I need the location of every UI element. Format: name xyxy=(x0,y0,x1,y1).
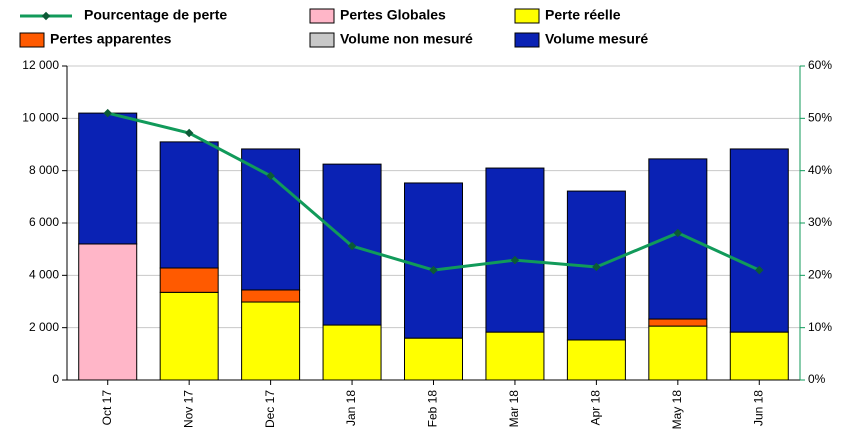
legend-swatch xyxy=(309,32,335,48)
legend-label: Pertes apparentes xyxy=(50,31,172,47)
legend-swatch xyxy=(309,8,335,24)
legend-marker xyxy=(41,11,51,21)
legend-label: Pertes Globales xyxy=(340,7,446,23)
x-tick-label: Dec 17 xyxy=(263,390,277,428)
legend-label: Volume mesuré xyxy=(545,31,648,47)
bar-segment xyxy=(648,158,708,320)
line-marker xyxy=(103,108,112,118)
y-tick-label: 12 000 xyxy=(22,58,59,72)
y2-tick-label: 60% xyxy=(808,58,832,72)
x-tick-label: Mar 18 xyxy=(507,390,521,428)
bar-segment xyxy=(485,331,545,381)
bar-segment xyxy=(648,318,708,327)
y2-tick-label: 50% xyxy=(808,111,832,125)
bar-segment xyxy=(566,339,626,381)
x-tick-label: Apr 18 xyxy=(589,390,603,426)
line-marker xyxy=(184,128,194,138)
y-tick-label: 2 000 xyxy=(29,320,59,334)
x-tick-label: Jan 18 xyxy=(344,390,358,426)
bar-segment xyxy=(78,243,138,381)
bar-segment xyxy=(404,182,463,339)
x-tick-label: May 18 xyxy=(670,390,684,430)
bar-segment xyxy=(404,337,463,381)
y2-tick-label: 20% xyxy=(808,268,832,282)
bar-segment xyxy=(159,141,219,269)
bar-segment xyxy=(648,325,708,381)
y-tick-label: 6 000 xyxy=(29,215,59,229)
bar-segment xyxy=(729,331,789,381)
line-marker xyxy=(347,241,357,251)
y2-tick-label: 30% xyxy=(808,215,832,229)
line-marker xyxy=(266,171,275,181)
bar-segment xyxy=(241,148,301,291)
y2-tick-label: 0% xyxy=(808,372,826,386)
bar-segment xyxy=(159,267,219,293)
bar-segment xyxy=(485,167,545,333)
line-marker xyxy=(592,262,601,272)
y-tick-label: 4 000 xyxy=(29,268,59,282)
bar-segment xyxy=(322,324,382,381)
bar-segment xyxy=(241,289,301,303)
x-tick-label: Nov 17 xyxy=(181,390,195,428)
legend-label: Volume non mesuré xyxy=(340,31,473,47)
x-tick-label: Oct 17 xyxy=(100,390,114,426)
legend-swatch xyxy=(514,32,540,48)
line-marker xyxy=(755,265,764,275)
legend-label: Perte réelle xyxy=(545,7,621,23)
y-tick-label: 10 000 xyxy=(22,111,59,125)
x-tick-label: Feb 18 xyxy=(426,390,440,428)
y2-tick-label: 40% xyxy=(808,163,832,177)
line-marker xyxy=(510,255,520,265)
legend-swatch xyxy=(19,32,45,48)
bar-segment xyxy=(729,148,789,333)
x-tick-label: Jun 18 xyxy=(751,390,765,426)
legend-swatch xyxy=(514,8,540,24)
bar-segment xyxy=(159,291,219,381)
line-marker xyxy=(429,265,438,275)
legend-label: Pourcentage de perte xyxy=(84,7,227,23)
y-tick-label: 0 xyxy=(52,372,59,386)
bar-segment xyxy=(241,301,301,381)
y2-tick-label: 10% xyxy=(808,320,832,334)
bar-segment xyxy=(78,112,138,245)
y-tick-label: 8 000 xyxy=(29,163,59,177)
